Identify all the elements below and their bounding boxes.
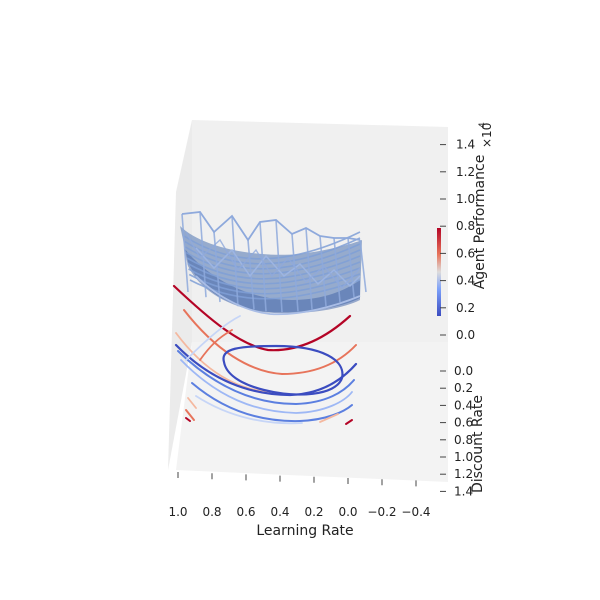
x-tick-label: 1.0 xyxy=(168,505,187,519)
z-tick-label: 0.2 xyxy=(456,301,475,315)
contour-line xyxy=(180,359,353,414)
surface-wire xyxy=(231,215,239,307)
z-tick-label: 0.8 xyxy=(456,219,475,233)
surface-wire xyxy=(359,239,367,293)
contour-projection xyxy=(172,284,358,425)
y-tick-label: 0.6 xyxy=(454,416,473,430)
contour-line xyxy=(222,344,344,396)
z-tick-label: 1.2 xyxy=(456,165,475,179)
contour-line xyxy=(199,329,233,361)
x-tick-label: −0.4 xyxy=(401,505,430,519)
surface-wire xyxy=(188,267,361,290)
contour-line xyxy=(175,332,271,393)
z-tick-label: 0.0 xyxy=(456,328,475,342)
x-tick-label: 0.8 xyxy=(202,505,221,519)
surface-wire xyxy=(195,247,361,288)
surface-plot xyxy=(180,211,367,316)
z-scale-factor: ×10 4 xyxy=(478,122,494,148)
contour-line xyxy=(177,350,355,406)
y-tick-label: 1.4 xyxy=(454,484,473,498)
surface-wire xyxy=(305,227,313,310)
x-axis-label: Learning Rate xyxy=(256,523,353,539)
z-tick-label: 1.0 xyxy=(456,192,475,206)
z-tick-label: 0.4 xyxy=(456,274,475,288)
contour-line xyxy=(185,315,241,361)
surface-wire xyxy=(181,213,189,293)
contour-line xyxy=(185,409,195,421)
contour-line xyxy=(172,284,352,352)
y-tick-label: 0.2 xyxy=(454,381,473,395)
x-tick-label: 0.4 xyxy=(270,505,289,519)
contour-line xyxy=(195,395,303,425)
x-tick-label: 0.2 xyxy=(304,505,323,519)
y-tick-label: 0.4 xyxy=(454,398,473,412)
y-tick-label: 0.0 xyxy=(454,364,473,378)
contour-line xyxy=(319,413,339,423)
surface-wire xyxy=(333,237,341,303)
axis-ticks: 0.0 0.2 0.4 0.6 0.8 1.0 1.2 1.4 0.0 0.2 0.4 0.6 0.8 1… xyxy=(168,138,475,519)
contour-line xyxy=(185,417,191,422)
y-tick-label: 0.8 xyxy=(454,433,473,447)
surface-wire xyxy=(189,279,361,300)
y-axis-label: Discount Rate xyxy=(470,395,486,493)
surface-wire xyxy=(188,273,361,295)
surface-wire xyxy=(259,221,267,312)
surface-shade xyxy=(184,248,360,314)
surface-wire xyxy=(291,233,299,312)
contour-line xyxy=(183,309,357,376)
surface-wire xyxy=(187,261,361,285)
z-scale-label: ×10 xyxy=(480,123,494,148)
surface-wire xyxy=(319,235,327,307)
z-tick-label: 1.4 xyxy=(456,138,475,152)
contour-line xyxy=(187,397,197,409)
y-tick-label: 1.0 xyxy=(454,450,473,464)
surface-wire xyxy=(347,237,355,298)
surface-wire xyxy=(275,219,283,313)
x-tick-label: 0.6 xyxy=(236,505,255,519)
left-pane xyxy=(168,120,192,470)
contour-line xyxy=(345,419,353,425)
contour-line xyxy=(191,382,353,423)
z-tick-label: 0.6 xyxy=(456,246,475,260)
y-tick-label: 1.2 xyxy=(454,467,473,481)
x-tick-label: −0.2 xyxy=(367,505,396,519)
surface-wire xyxy=(185,231,361,290)
z-axis-label: Agent Performance xyxy=(472,155,488,290)
surface-rim xyxy=(195,275,361,316)
z-scale-exponent: 4 xyxy=(478,122,488,128)
x-tick-label: 0.0 xyxy=(338,505,357,519)
surface-top-edge xyxy=(181,211,361,242)
colormap-strip xyxy=(437,228,441,316)
